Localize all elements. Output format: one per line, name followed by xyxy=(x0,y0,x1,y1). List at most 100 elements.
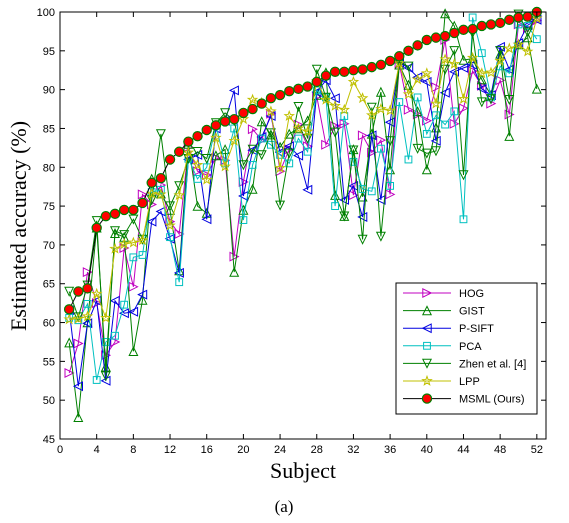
plot-layer xyxy=(63,6,543,422)
point-pca-37 xyxy=(395,98,404,106)
point-gist-8 xyxy=(128,345,139,356)
point-lpp-41 xyxy=(430,97,442,109)
point-gist-30 xyxy=(330,189,341,200)
x-tick-label-4: 4 xyxy=(94,444,100,456)
point-p-sift-9 xyxy=(137,289,148,300)
point-msml-ours-27 xyxy=(302,81,313,92)
point-zhen-et-al-4-7 xyxy=(119,230,130,241)
y-tick-label-95: 95 xyxy=(43,46,55,58)
point-gist-49 xyxy=(504,130,515,141)
point-zhen-et-al-4-18 xyxy=(220,108,231,119)
point-p-sift-10 xyxy=(146,216,157,227)
legend-marker-msml-ours xyxy=(421,393,433,404)
point-pca-43 xyxy=(450,107,459,116)
point-zhen-et-al-4-4 xyxy=(91,216,102,227)
point-pca-8 xyxy=(129,253,138,262)
point-msml-ours-43 xyxy=(449,27,460,39)
point-zhen-et-al-4-51 xyxy=(522,27,533,38)
point-msml-ours-40 xyxy=(421,34,432,46)
point-msml-ours-19 xyxy=(229,113,240,125)
point-pca-9 xyxy=(138,251,147,259)
point-p-sift-36 xyxy=(384,117,395,128)
point-lpp-43 xyxy=(448,57,461,69)
point-gist-12 xyxy=(164,204,176,215)
point-msml-ours-51 xyxy=(522,11,533,22)
point-lpp-2 xyxy=(72,312,85,324)
point-gist-51 xyxy=(522,32,533,43)
point-lpp-16 xyxy=(200,173,213,185)
x-tick-label-32: 32 xyxy=(347,444,359,456)
legend-marker-hog xyxy=(422,287,433,299)
point-zhen-et-al-4-11 xyxy=(155,129,166,140)
point-msml-ours-9 xyxy=(137,197,148,209)
point-zhen-et-al-4-32 xyxy=(348,145,359,156)
y-tick-label-50: 50 xyxy=(43,395,55,407)
point-pca-20 xyxy=(239,216,248,224)
point-lpp-25 xyxy=(283,109,295,122)
point-zhen-et-al-4-12 xyxy=(164,201,176,212)
point-zhen-et-al-4-48 xyxy=(495,46,506,57)
point-gist-40 xyxy=(421,164,432,175)
legend: HOG GIST P-SIFT PCA Zhen et al. [4] LPP MSML (… xyxy=(395,282,538,415)
point-lpp-38 xyxy=(402,88,415,100)
point-pca-52 xyxy=(532,35,541,44)
point-lpp-50 xyxy=(512,38,525,50)
point-msml-ours-1 xyxy=(63,304,75,315)
point-lpp-33 xyxy=(356,92,369,104)
point-msml-ours-32 xyxy=(348,65,359,76)
point-lpp-24 xyxy=(274,161,286,174)
point-gist-35 xyxy=(375,86,386,97)
point-hog-44 xyxy=(458,103,469,114)
point-p-sift-8 xyxy=(128,306,139,317)
point-hog-9 xyxy=(137,189,148,200)
point-msml-ours-50 xyxy=(513,12,524,23)
point-hog-32 xyxy=(348,190,359,201)
point-msml-ours-5 xyxy=(100,210,112,222)
point-msml-ours-11 xyxy=(155,172,167,184)
point-zhen-et-al-4-33 xyxy=(357,234,368,245)
point-msml-ours-22 xyxy=(256,98,267,109)
point-p-sift-46 xyxy=(476,83,487,94)
point-msml-ours-4 xyxy=(91,222,102,234)
x-tick-label-24: 24 xyxy=(274,444,286,456)
point-lpp-4 xyxy=(90,287,103,299)
point-lpp-15 xyxy=(191,158,204,170)
point-hog-34 xyxy=(367,147,378,158)
point-pca-25 xyxy=(285,159,294,168)
ticks-layer: 0 4 8 12 16 20 24 28 32 36 40 44 48 52455055606570758… xyxy=(37,7,546,456)
point-msml-ours-13 xyxy=(174,146,185,157)
point-gist-21 xyxy=(247,183,258,194)
point-hog-1 xyxy=(64,367,75,379)
point-pca-21 xyxy=(248,161,257,169)
point-msml-ours-25 xyxy=(284,85,295,97)
point-pca-45 xyxy=(468,13,477,22)
point-hog-6 xyxy=(110,336,121,348)
point-msml-ours-41 xyxy=(430,32,442,43)
legend-marker-zhen-et-al-4 xyxy=(421,358,433,369)
point-gist-2 xyxy=(73,411,84,422)
point-hog-8 xyxy=(128,281,139,292)
legend-label-gist: GIST xyxy=(459,306,485,318)
point-msml-ours-14 xyxy=(183,136,194,147)
y-tick-label-55: 55 xyxy=(43,356,55,368)
point-lpp-13 xyxy=(173,189,186,201)
point-lpp-30 xyxy=(329,99,341,111)
point-p-sift-7 xyxy=(118,308,129,319)
x-tick-label-20: 20 xyxy=(237,444,249,456)
point-msml-ours-3 xyxy=(82,283,93,294)
point-zhen-et-al-4-36 xyxy=(385,136,396,147)
y-tick-label-85: 85 xyxy=(43,123,55,135)
point-zhen-et-al-4-49 xyxy=(504,95,515,106)
point-zhen-et-al-4-44 xyxy=(458,170,469,181)
plot-frame xyxy=(59,11,547,440)
y-tick-label-75: 75 xyxy=(43,201,55,213)
point-zhen-et-al-4-41 xyxy=(430,146,442,157)
point-gist-7 xyxy=(119,231,130,242)
point-hog-49 xyxy=(504,109,515,120)
point-lpp-6 xyxy=(109,242,121,254)
point-zhen-et-al-4-16 xyxy=(201,154,212,165)
point-pca-31 xyxy=(340,112,349,120)
series-line-msml-ours xyxy=(68,11,538,310)
point-zhen-et-al-4-47 xyxy=(485,94,497,105)
